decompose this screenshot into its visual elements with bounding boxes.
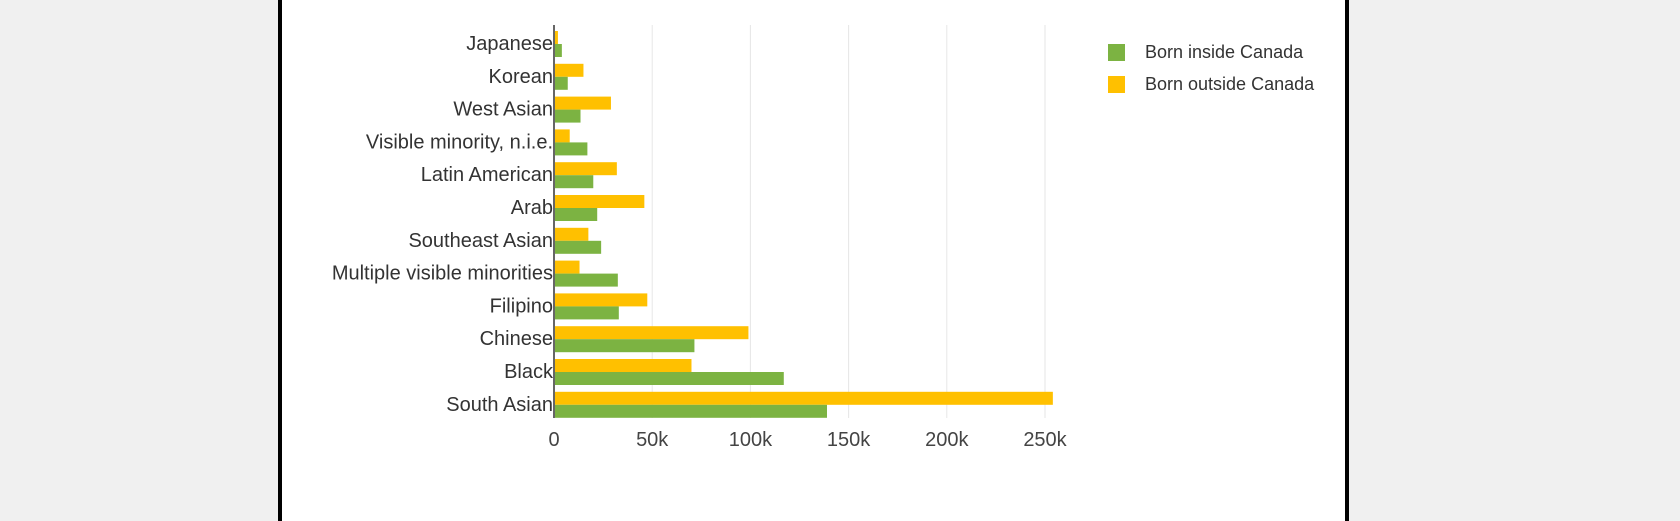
x-tick-label: 250k bbox=[1023, 429, 1067, 451]
category-label: Black bbox=[504, 361, 554, 383]
bar-born-inside bbox=[555, 109, 581, 123]
chart-legend: Born inside Canada Born outside Canada bbox=[1108, 36, 1314, 100]
legend-item-born-outside[interactable]: Born outside Canada bbox=[1108, 68, 1314, 100]
bar-born-inside bbox=[555, 44, 562, 57]
category-label: Japanese bbox=[466, 33, 553, 55]
category-label: Filipino bbox=[490, 295, 553, 317]
category-label: Multiple visible minorities bbox=[332, 263, 553, 285]
category-label: Visible minority, n.i.e. bbox=[366, 131, 553, 153]
legend-label-born-outside: Born outside Canada bbox=[1145, 73, 1315, 94]
bar-born-outside bbox=[555, 260, 580, 274]
chart-panel bbox=[278, 0, 1349, 521]
bar-born-outside bbox=[555, 227, 589, 241]
category-label: South Asian bbox=[446, 394, 553, 416]
bar-born-inside bbox=[555, 404, 827, 418]
bar-born-outside bbox=[555, 326, 749, 340]
bar-born-outside bbox=[555, 31, 558, 44]
x-tick-label: 50k bbox=[636, 429, 669, 451]
category-label: West Asian bbox=[453, 99, 553, 121]
category-label: Latin American bbox=[421, 164, 553, 186]
bar-born-inside bbox=[555, 142, 588, 156]
category-label: Korean bbox=[489, 66, 554, 88]
legend-item-born-inside[interactable]: Born inside Canada bbox=[1108, 36, 1314, 68]
bar-born-inside bbox=[555, 339, 695, 353]
bar-born-inside bbox=[555, 240, 602, 254]
bar-born-outside bbox=[555, 129, 570, 143]
bar-born-outside bbox=[555, 359, 692, 372]
bar-born-outside bbox=[555, 195, 645, 208]
x-tick-label: 0 bbox=[548, 429, 559, 451]
bar-born-inside bbox=[555, 76, 568, 90]
bar-born-outside bbox=[555, 162, 617, 176]
legend-swatch-born-inside bbox=[1108, 43, 1125, 61]
category-label: Arab bbox=[511, 197, 553, 219]
bar-born-inside bbox=[555, 273, 618, 287]
bar-born-inside bbox=[555, 306, 619, 320]
bar-born-outside bbox=[555, 391, 1053, 405]
bar-born-outside bbox=[555, 293, 648, 307]
bar-born-outside bbox=[555, 63, 584, 77]
bar-born-inside bbox=[555, 175, 594, 189]
x-tick-label: 100k bbox=[729, 429, 773, 451]
x-tick-label: 150k bbox=[827, 429, 871, 451]
x-tick-label: 200k bbox=[925, 429, 969, 451]
bar-born-outside bbox=[555, 96, 611, 110]
legend-swatch-born-outside bbox=[1108, 75, 1125, 93]
legend-label-born-inside: Born inside Canada bbox=[1145, 41, 1304, 62]
bar-born-inside bbox=[555, 372, 784, 385]
category-label: Chinese bbox=[480, 328, 553, 350]
category-label: Southeast Asian bbox=[408, 230, 553, 252]
bar-born-inside bbox=[555, 208, 598, 221]
